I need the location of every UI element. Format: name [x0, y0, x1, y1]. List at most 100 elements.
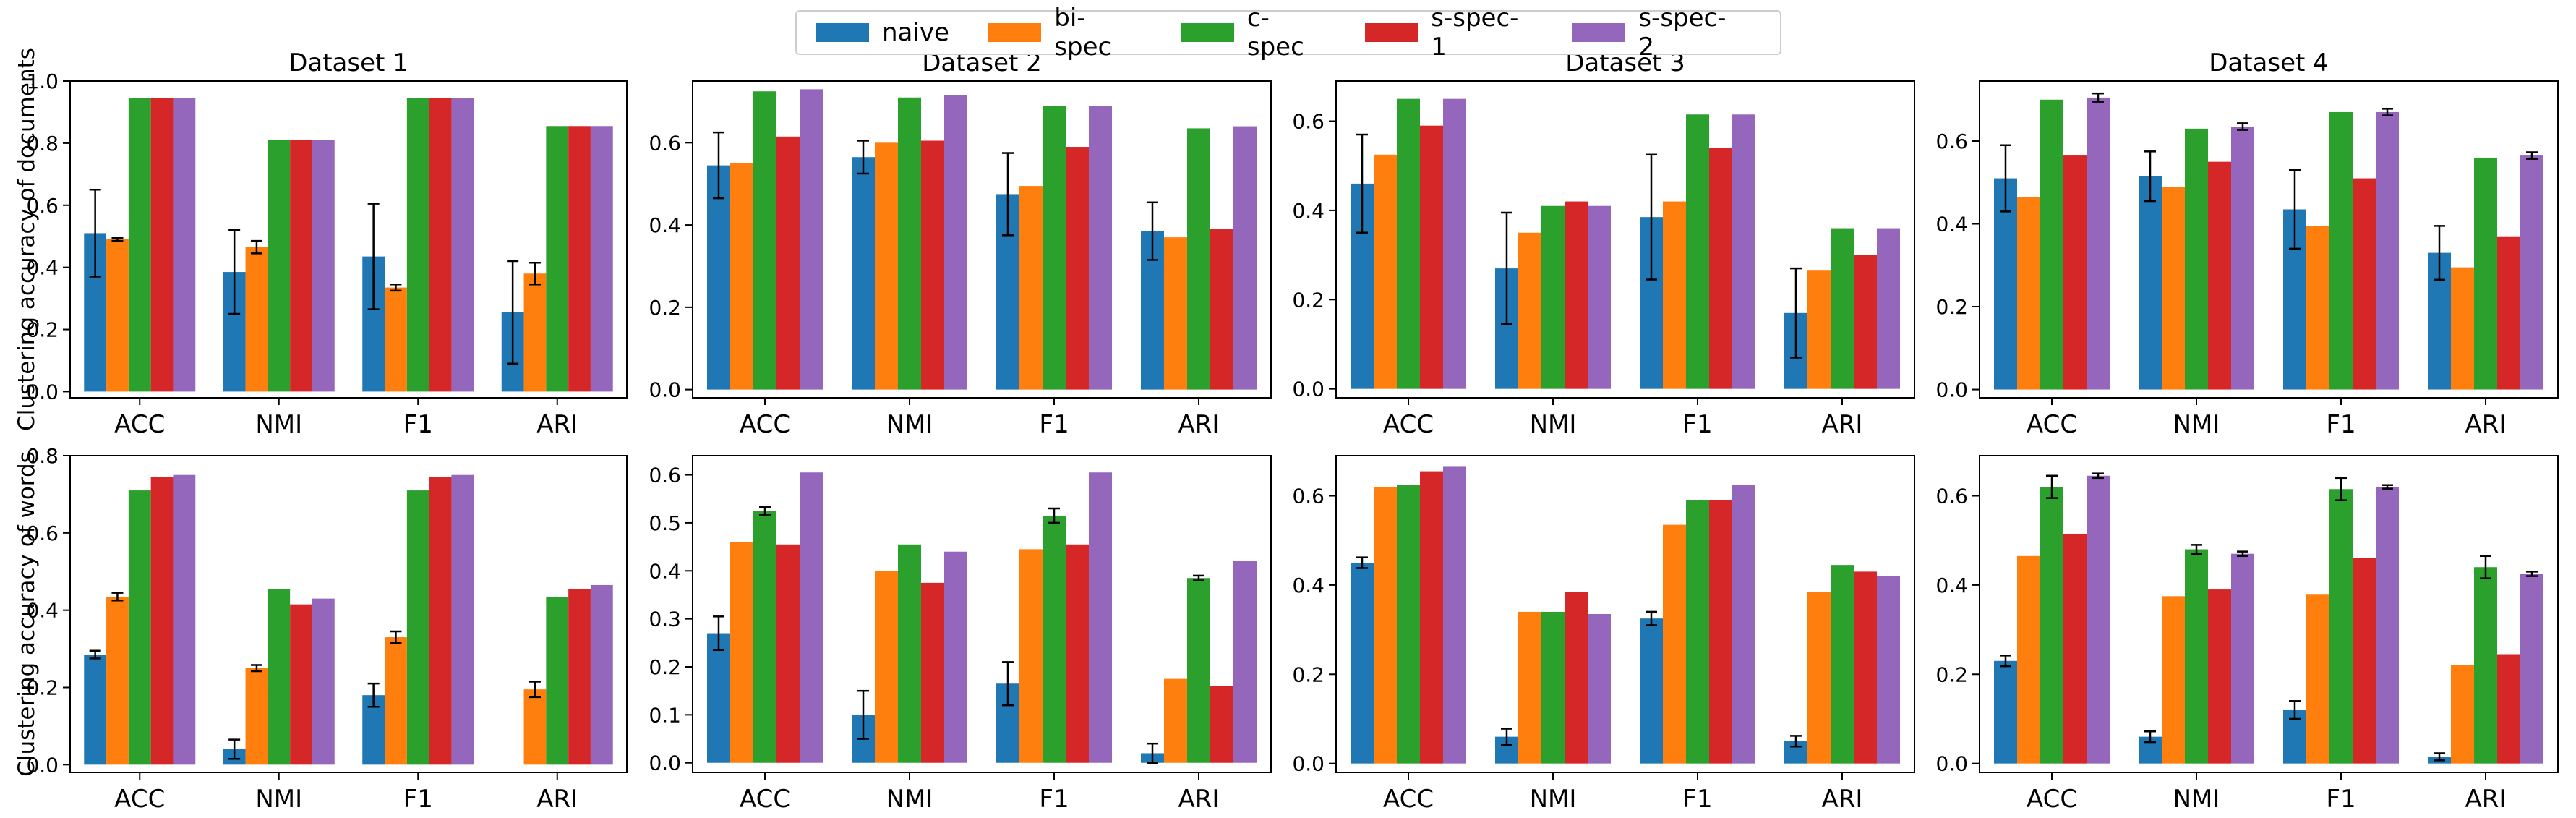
bar-s-spec-1-NMI	[1565, 201, 1588, 389]
x-tick-label-F1: F1	[2326, 410, 2355, 439]
bar-c-spec-ACC	[753, 511, 776, 763]
y-tick-label: 0.4	[26, 256, 59, 280]
panel-7: 0.0 0.2 0.4 0.6 ACC NMI F1 ARI	[1292, 455, 1915, 814]
chart-title: Dataset 1	[288, 48, 408, 77]
y-tick-label: 0.4	[26, 599, 59, 623]
bar-naive-ACC	[1351, 563, 1374, 764]
bar-s-spec-1-NMI	[921, 140, 944, 390]
chart-title: Dataset 4	[2209, 48, 2329, 77]
bar-bi-spec-NMI	[875, 142, 898, 390]
bar-bi-spec-F1	[1663, 524, 1686, 764]
bar-naive-ACC	[1994, 178, 2017, 390]
x-tick-label-NMI: NMI	[2173, 785, 2220, 814]
y-tick-label: 0.3	[649, 608, 681, 631]
axes-frame	[69, 80, 628, 399]
bar-c-spec-NMI	[1541, 611, 1565, 764]
x-tick-label-NMI: NMI	[1530, 785, 1577, 814]
bar-s-spec-1-ACC	[150, 477, 174, 765]
bar-s-spec-2-ARI	[2520, 574, 2543, 764]
bar-c-spec-NMI	[2185, 549, 2208, 764]
x-tick-label-ARI: ARI	[1822, 410, 1863, 439]
x-tick-label-F1: F1	[1039, 410, 1069, 439]
bar-bi-spec-ACC	[2017, 555, 2040, 764]
y-axis-label: Clustering accuracy of words	[14, 451, 40, 777]
x-tick-label-NMI: NMI	[255, 785, 302, 814]
bar-s-spec-2-F1	[1089, 106, 1112, 390]
y-tick-label: 0.0	[26, 753, 59, 777]
y-tick-label: 0.6	[649, 464, 681, 487]
x-tick-label-ACC: ACC	[740, 785, 790, 814]
bar-s-spec-1-F1	[429, 98, 452, 392]
bar-c-spec-F1	[1043, 106, 1066, 390]
y-tick-label: 0.5	[649, 511, 681, 535]
bar-bi-spec-NMI	[2162, 596, 2185, 764]
bar-c-spec-ARI	[1831, 228, 1854, 389]
bar-c-spec-ACC	[753, 91, 776, 390]
x-tick-label-ARI: ARI	[1822, 785, 1863, 814]
bar-c-spec-F1	[2329, 489, 2353, 764]
bar-s-spec-1-ACC	[2063, 533, 2087, 764]
bar-bi-spec-F1	[2306, 594, 2329, 764]
x-tick-label-NMI: NMI	[886, 785, 933, 814]
x-tick-label-ACC: ACC	[114, 410, 165, 439]
bar-c-spec-ARI	[546, 596, 569, 765]
bar-c-spec-F1	[406, 98, 429, 392]
bar-bi-spec-F1	[1019, 549, 1043, 763]
legend-label-c-spec: c-spec	[1246, 4, 1304, 61]
bar-naive-ACC	[1994, 660, 2017, 764]
bar-s-spec-2-F1	[451, 98, 474, 392]
bar-s-spec-2-ARI	[1233, 561, 1257, 763]
bar-s-spec-2-ACC	[800, 89, 823, 390]
bar-s-spec-1-ARI	[568, 589, 591, 765]
legend-swatch-s-spec-2	[1572, 23, 1626, 42]
y-tick-label: 0.1	[649, 703, 681, 727]
panel-6: 0.0 0.1 0.2 0.3 0.4 0.5 0.6 ACC NMI F1 ARI	[649, 455, 1272, 814]
bar-c-spec-F1	[2329, 111, 2353, 390]
y-tick-label: 0.2	[649, 296, 681, 320]
bar-naive-ACC	[84, 655, 107, 765]
y-tick-label: 0.2	[26, 318, 59, 342]
legend-label-bi-spec: bi-spec	[1054, 4, 1112, 61]
legend-label-s-spec-2: s-spec-2	[1638, 4, 1726, 61]
bar-s-spec-1-F1	[1066, 147, 1089, 390]
x-tick-label-ACC: ACC	[1383, 785, 1434, 814]
bar-s-spec-2-ACC	[1443, 466, 1466, 764]
bar-c-spec-ACC	[128, 98, 151, 392]
y-tick-label: 0.8	[26, 444, 59, 468]
bar-bi-spec-NMI	[1518, 611, 1541, 764]
bar-c-spec-F1	[1686, 500, 1709, 764]
bar-s-spec-1-ARI	[1210, 686, 1233, 763]
bar-s-spec-2-ARI	[1233, 126, 1257, 390]
bar-bi-spec-F1	[385, 287, 407, 392]
x-tick-label-NMI: NMI	[2173, 410, 2220, 439]
y-tick-label: 0.2	[1292, 663, 1325, 686]
y-tick-label: 0.2	[1292, 288, 1325, 312]
legend-label-naive: naive	[882, 18, 949, 47]
bar-s-spec-1-ARI	[1210, 229, 1233, 390]
bar-s-spec-2-F1	[1732, 485, 1755, 764]
bar-s-spec-2-F1	[2376, 487, 2399, 764]
y-tick-label: 0.0	[1292, 378, 1325, 401]
legend-item-c-spec: c-spec	[1181, 4, 1326, 61]
bar-c-spec-NMI	[268, 589, 291, 765]
legend-item-s-spec-1: s-spec-1	[1364, 4, 1533, 61]
x-tick-label-ARI: ARI	[1178, 410, 1220, 439]
bar-s-spec-1-ACC	[150, 98, 174, 392]
bar-bi-spec-ACC	[2017, 197, 2040, 390]
bar-c-spec-ACC	[2040, 487, 2063, 764]
bar-naive-ACC	[707, 633, 730, 763]
bar-c-spec-ARI	[1187, 578, 1210, 763]
x-tick-label-ACC: ACC	[740, 410, 790, 439]
bar-c-spec-ACC	[1397, 485, 1420, 764]
bar-s-spec-2-ACC	[2087, 475, 2110, 764]
bar-bi-spec-ARI	[523, 273, 547, 392]
x-tick-label-NMI: NMI	[255, 410, 302, 439]
bar-c-spec-ARI	[546, 126, 569, 392]
bar-bi-spec-F1	[1663, 201, 1686, 389]
y-tick-label: 0.2	[649, 655, 681, 679]
bar-s-spec-1-ARI	[2497, 236, 2520, 390]
y-axis-label: Clustering accuracy of documents	[14, 48, 40, 431]
bar-bi-spec-F1	[385, 637, 407, 765]
x-tick-label-ACC: ACC	[2027, 410, 2077, 439]
y-tick-label: 0.4	[1935, 574, 1968, 597]
